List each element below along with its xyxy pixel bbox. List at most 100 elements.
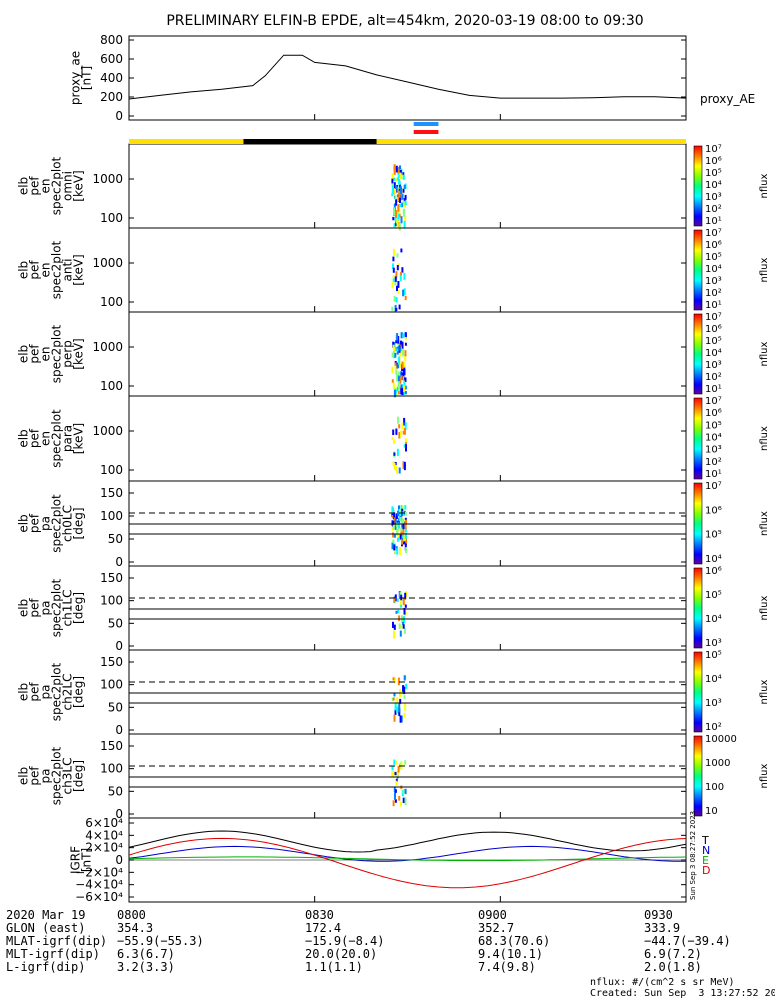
y-tick-label: 400 (100, 71, 123, 85)
ylabel-line: proxy_ae (69, 51, 83, 105)
ylabel-line: [keV] (72, 254, 86, 285)
colorbar-ch2LC: 10⁵ 10⁴ 10³ 10² nflux (693, 650, 770, 733)
spectrogram-cell (397, 173, 400, 178)
spectrogram-cell (404, 391, 407, 395)
spectrogram-cell (393, 624, 396, 630)
spectrogram-cell (400, 332, 403, 339)
colorbar-tick: 10² (705, 457, 722, 468)
footer-value: 20.0(20.0) (305, 947, 378, 961)
spectrogram-cell (397, 364, 400, 369)
spectrogram-cell (396, 706, 399, 714)
y-tick-label: 0 (115, 639, 123, 653)
spectrogram-cell (394, 346, 397, 352)
colorbar-tick: 10³ (705, 445, 722, 456)
spectrogram-cell (400, 801, 402, 807)
colorbar-tick: 10¹ (705, 469, 722, 480)
spectrogram-cell (400, 527, 403, 532)
ylabel-line: IGRF (69, 846, 83, 874)
panel-frame (128, 227, 687, 313)
spectrogram-cell (400, 216, 403, 224)
spectrogram-cell (396, 522, 398, 528)
spectrogram-cell (403, 288, 406, 295)
spectrogram-cell (397, 387, 400, 392)
spectrogram-cell (403, 198, 406, 202)
spectrogram-cell (399, 630, 402, 637)
footer-value: 68.3(70.6) (478, 934, 551, 948)
spectrogram-cell (394, 178, 397, 182)
spectrogram-cell (399, 377, 402, 384)
spectrogram-cell (398, 223, 401, 231)
ylabel-line: pef (28, 344, 42, 364)
spectrogram-cell (399, 343, 402, 348)
colorbar-tick: 10⁶ (705, 240, 722, 251)
spectrogram-cell (394, 517, 397, 525)
y-tick-label: 100 (100, 509, 123, 523)
spectrogram-cell (397, 215, 400, 220)
colorbar-tick: 10⁴ (705, 180, 722, 191)
spectrogram-cell (404, 215, 407, 222)
spectrogram-cell (402, 461, 405, 469)
ylabel-line: pa (39, 516, 53, 531)
y-tick-label: 100 (100, 762, 123, 776)
spectrogram-cell (392, 532, 395, 538)
ylabel-line: [nT] (80, 848, 94, 872)
colorbar-tick: 10⁷ (705, 481, 722, 492)
spectrogram-cell (401, 193, 404, 200)
ylabel-line: en (39, 179, 53, 194)
colorbar-tick: 10⁴ (705, 264, 722, 275)
ylabel-line: [nT] (80, 66, 94, 90)
spectrogram-cell (397, 168, 400, 175)
spectrogram-cell (401, 267, 404, 273)
spectrogram-cell (400, 388, 403, 395)
ylabel-line: elb (17, 514, 31, 532)
spectrogram-cell (395, 199, 398, 206)
legend-D: D (702, 864, 710, 877)
colorbar-tick: 100 (705, 782, 724, 793)
spectrogram-cell (404, 422, 407, 430)
spectrogram-cell (396, 333, 399, 341)
spectrogram-cell (394, 677, 397, 684)
ylabel-line: pef (28, 176, 42, 196)
spectrogram-cell (404, 592, 407, 600)
spectrogram-cell (392, 344, 395, 349)
spectrogram-cell (394, 799, 397, 803)
spectrogram-cell (395, 610, 398, 614)
ylabel-line: ch2LC (61, 674, 75, 711)
footer-value: 3.2(3.3) (117, 960, 175, 974)
spectrogram-cell (393, 759, 396, 765)
footer-value: 7.4(9.8) (478, 960, 536, 974)
footer-value: 2.0(1.8) (644, 960, 702, 974)
footer-row-label: MLAT-igrf(dip) (6, 934, 108, 948)
colorbar-tick: 10000 (705, 734, 737, 745)
colorbar-tick: 10² (705, 372, 722, 383)
nflux-units: nflux: #/(cm^2 s sr MeV) (590, 977, 735, 988)
spectrogram-cell (404, 295, 407, 301)
colorbar-tick: 10¹ (705, 216, 722, 227)
spectrogram-cell (394, 276, 397, 282)
spectrogram-cell (394, 789, 397, 793)
colorbar-tick: 10⁶ (705, 156, 722, 167)
spectrogram-cell (397, 222, 400, 228)
y-tick-label: 50 (108, 784, 123, 798)
panel-igrf: IGRF[nT] 6×10⁴4×10⁴2×10⁴0−2×10⁴−4×10⁴−6×1… (69, 816, 711, 904)
spectrogram-cell (404, 543, 407, 551)
ylabel-line: spec2plot (50, 662, 64, 721)
spectrogram-cell (400, 186, 402, 194)
spectrogram-cell (403, 464, 406, 471)
spectrogram-cell (395, 297, 398, 303)
y-tick-label: 0 (115, 723, 123, 737)
spectrogram-cell (404, 332, 407, 339)
spectrogram-cell (400, 715, 403, 723)
y-tick-label: −6×10⁴ (75, 890, 123, 904)
spectrogram-cell (395, 760, 398, 765)
spectrogram-cell (402, 505, 405, 511)
spectrogram-cell (392, 263, 394, 270)
y-tick-label: 100 (100, 379, 123, 393)
spectrogram-cell (391, 366, 394, 373)
spectrogram-cell (404, 611, 407, 616)
y-tick-label: 50 (108, 700, 123, 714)
